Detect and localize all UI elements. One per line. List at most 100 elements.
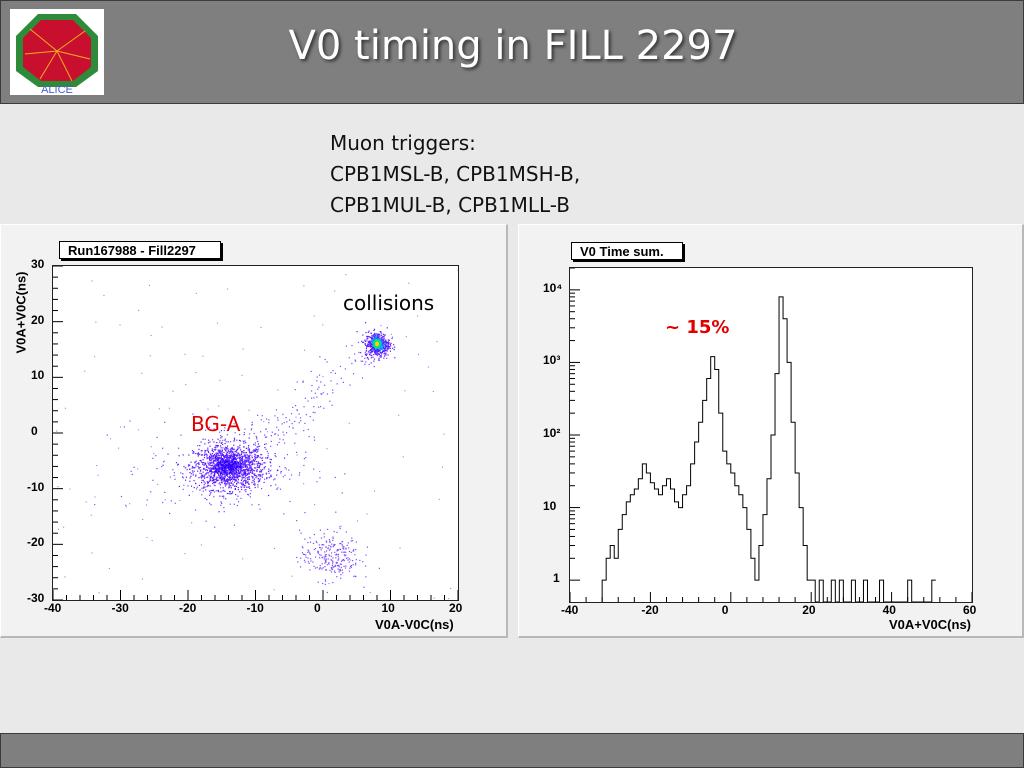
scatter-point bbox=[307, 561, 309, 563]
scatter-point bbox=[341, 541, 343, 543]
scatter-point bbox=[257, 464, 259, 466]
scatter-point bbox=[300, 532, 302, 534]
scatter-point bbox=[207, 451, 210, 454]
scatter-point bbox=[199, 472, 201, 474]
scatter-point bbox=[290, 474, 293, 476]
scatter-point bbox=[338, 564, 340, 567]
scatter-point bbox=[371, 344, 374, 346]
scatter-point bbox=[383, 357, 385, 359]
scatter-point bbox=[372, 348, 374, 350]
scatter-point bbox=[386, 345, 388, 347]
scatter-point bbox=[203, 454, 206, 457]
scatter-point bbox=[339, 543, 341, 545]
scatter-point bbox=[241, 457, 243, 459]
scatter-point bbox=[319, 567, 321, 569]
scatter-point bbox=[219, 470, 221, 472]
scatter-point bbox=[342, 545, 344, 547]
scatter-point bbox=[226, 452, 228, 454]
scatter-point bbox=[325, 559, 327, 561]
scatter-point bbox=[256, 468, 258, 471]
scatter-point bbox=[312, 411, 314, 413]
scatter-point bbox=[221, 470, 223, 472]
scatter-point bbox=[173, 474, 175, 477]
scatter-point bbox=[269, 475, 272, 478]
scatter-point bbox=[210, 468, 212, 471]
scatter-point bbox=[295, 416, 297, 418]
scatter-point bbox=[253, 459, 255, 462]
scatter-point bbox=[367, 343, 369, 345]
scatter-point bbox=[241, 484, 244, 486]
scatter-point bbox=[229, 461, 231, 463]
scatter-point bbox=[303, 406, 305, 408]
scatter-point bbox=[198, 448, 200, 451]
scatter-point bbox=[215, 459, 217, 461]
scatter-point bbox=[254, 484, 256, 486]
scatter-point bbox=[180, 434, 182, 436]
scatter-point bbox=[321, 563, 323, 565]
scatter-point bbox=[356, 331, 358, 333]
histogram-y-tick-label: 1 bbox=[553, 571, 560, 586]
scatter-point bbox=[208, 439, 210, 441]
scatter-point bbox=[253, 432, 255, 435]
trigger-line: CPB1MUL-B, CPB1MLL-B bbox=[330, 193, 570, 217]
scatter-point bbox=[388, 342, 390, 344]
scatter-point bbox=[257, 455, 260, 457]
scatter-point bbox=[247, 449, 249, 451]
scatter-point bbox=[352, 564, 354, 566]
scatter-point bbox=[205, 464, 207, 466]
scatter-point bbox=[224, 447, 226, 450]
scatter-point bbox=[309, 569, 311, 571]
scatter-point bbox=[226, 473, 229, 476]
scatter-point bbox=[225, 450, 227, 452]
scatter-point bbox=[239, 465, 241, 468]
scatter-point bbox=[251, 464, 253, 466]
scatter-point bbox=[254, 444, 256, 446]
scatter-point bbox=[239, 460, 241, 462]
scatter-point bbox=[261, 463, 263, 465]
scatter-point bbox=[206, 458, 208, 460]
scatter-point bbox=[312, 542, 315, 545]
scatter-point bbox=[222, 459, 224, 462]
scatter-point bbox=[277, 434, 279, 436]
scatter-point bbox=[337, 553, 340, 556]
scatter-point bbox=[223, 455, 225, 457]
scatter-point bbox=[240, 462, 242, 465]
histogram-y-tick-label: 10² bbox=[543, 426, 561, 440]
scatter-point bbox=[366, 340, 368, 342]
scatter-point bbox=[223, 429, 225, 432]
scatter-point bbox=[223, 474, 225, 476]
scatter-point bbox=[385, 339, 387, 341]
scatter-point bbox=[323, 544, 325, 546]
scatter-point bbox=[247, 463, 249, 465]
scatter-point bbox=[311, 384, 313, 387]
scatter-point bbox=[157, 483, 159, 485]
scatter-point bbox=[217, 462, 219, 464]
scatter-point bbox=[226, 434, 228, 436]
scatter-point bbox=[125, 506, 127, 508]
scatter-point bbox=[378, 337, 380, 339]
scatter-point bbox=[260, 475, 262, 477]
scatter-point bbox=[310, 370, 312, 373]
scatter-point bbox=[330, 571, 333, 573]
scatter-point bbox=[260, 454, 263, 456]
scatter-point bbox=[318, 546, 321, 549]
scatter-point bbox=[201, 494, 203, 496]
scatter-point bbox=[240, 460, 242, 462]
scatter-point bbox=[257, 462, 259, 465]
scatter-point bbox=[254, 457, 256, 459]
scatter-point bbox=[361, 355, 363, 357]
scatter-point bbox=[237, 446, 239, 448]
scatter-point bbox=[339, 568, 341, 571]
scatter-point bbox=[254, 486, 256, 489]
scatter-point bbox=[208, 468, 210, 470]
scatter-point bbox=[379, 355, 381, 357]
scatter-point bbox=[230, 472, 232, 474]
scatter-point bbox=[221, 468, 223, 471]
scatter-point bbox=[238, 439, 241, 442]
scatter-point bbox=[286, 453, 289, 456]
scatter-point bbox=[231, 476, 234, 478]
scatter-point bbox=[383, 349, 386, 351]
scatter-point bbox=[212, 474, 214, 476]
scatter-point bbox=[225, 465, 228, 467]
scatter-point bbox=[229, 493, 231, 495]
